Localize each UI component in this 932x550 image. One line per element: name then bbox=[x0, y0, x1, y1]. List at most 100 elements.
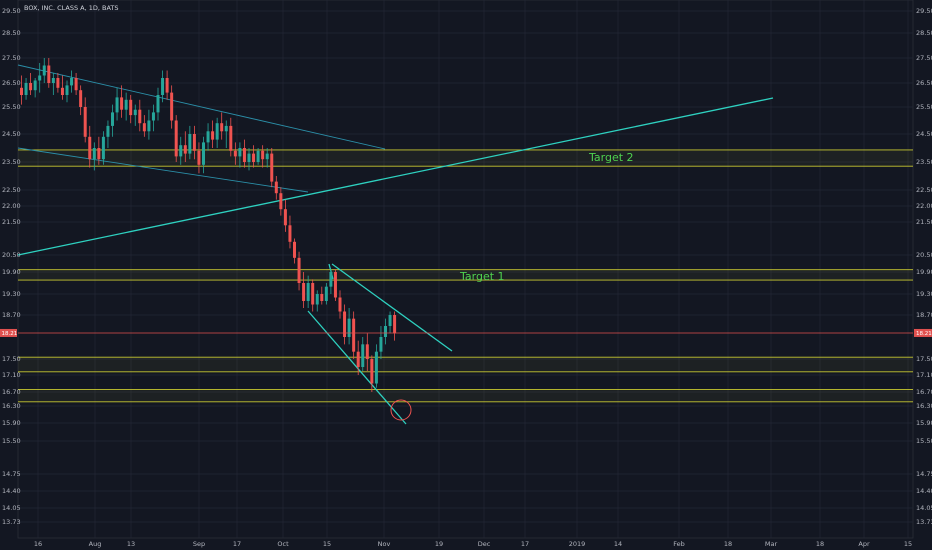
y-tick-label: 28.50 bbox=[2, 29, 21, 37]
candle bbox=[33, 78, 37, 98]
candle-body bbox=[120, 97, 124, 110]
y-tick-label: 19.30 bbox=[2, 290, 21, 298]
candle-body bbox=[274, 181, 278, 194]
x-tick-label: Sep bbox=[193, 540, 205, 548]
target-labels: Target 1 Target 2 bbox=[459, 151, 634, 283]
candle bbox=[38, 63, 42, 93]
candle-body bbox=[320, 294, 324, 301]
candle-body bbox=[211, 131, 215, 140]
zone-fill bbox=[18, 269, 913, 281]
candle bbox=[220, 112, 224, 140]
candle bbox=[142, 115, 146, 137]
candle-body bbox=[365, 344, 369, 359]
candle bbox=[188, 125, 192, 160]
candle-body bbox=[97, 148, 101, 160]
wedge-lower-line bbox=[307, 310, 407, 425]
candle bbox=[202, 136, 205, 174]
candle-body bbox=[65, 85, 69, 95]
y-tick-label: 27.50 bbox=[916, 54, 932, 62]
candle bbox=[233, 142, 237, 165]
candle-body bbox=[192, 134, 196, 151]
y-tick-label: 14.40 bbox=[2, 487, 21, 495]
y-tick-label: 19.90 bbox=[916, 268, 932, 276]
candle-body bbox=[252, 153, 256, 162]
channel-lower-line bbox=[17, 147, 309, 193]
y-tick-label: 14.05 bbox=[916, 504, 932, 512]
candle-body bbox=[242, 148, 246, 162]
y-axis-left: 29.50 28.50 27.50 26.50 25.50 24.50 23.50 22.50… bbox=[2, 7, 21, 526]
candle-body bbox=[38, 75, 42, 81]
candle bbox=[20, 75, 23, 105]
y-tick-label: 23.50 bbox=[2, 158, 21, 166]
x-tick-label: 16 bbox=[34, 540, 42, 548]
target-label: Target 1 bbox=[459, 270, 505, 283]
candle bbox=[138, 99, 142, 132]
candle-body bbox=[224, 125, 228, 132]
candle-body bbox=[233, 150, 237, 157]
long-uptrend-line bbox=[17, 97, 774, 256]
candle bbox=[120, 85, 124, 118]
candle-body bbox=[247, 153, 251, 162]
candle bbox=[242, 139, 246, 168]
candle bbox=[384, 318, 387, 345]
candle-body bbox=[188, 134, 192, 154]
candle-body bbox=[197, 150, 201, 165]
x-tick-label: 14 bbox=[614, 540, 622, 548]
target-circle bbox=[390, 399, 412, 421]
y-tick-label: 18.70 bbox=[2, 311, 21, 319]
support-resistance-zones bbox=[18, 149, 913, 403]
candle bbox=[165, 70, 169, 100]
candle bbox=[238, 142, 242, 168]
candle-body bbox=[179, 145, 183, 157]
candle bbox=[370, 355, 374, 392]
channel-upper-line bbox=[17, 64, 386, 150]
candle-body bbox=[202, 142, 205, 165]
price-badge-right-text: 18.21 bbox=[916, 331, 932, 337]
candle-body bbox=[124, 99, 128, 110]
candle bbox=[274, 176, 278, 200]
candle-body bbox=[270, 153, 274, 182]
candle bbox=[261, 145, 265, 168]
y-tick-label: 17.50 bbox=[2, 355, 21, 363]
candle bbox=[343, 304, 347, 345]
candle bbox=[206, 123, 210, 151]
trendlines[interactable] bbox=[17, 64, 774, 425]
candle-body bbox=[288, 225, 292, 242]
candle bbox=[56, 73, 60, 93]
plot-border bbox=[17, 0, 914, 539]
candle bbox=[88, 125, 92, 168]
candle bbox=[315, 290, 319, 312]
candle bbox=[283, 199, 287, 232]
candle bbox=[74, 73, 78, 95]
zone-fill bbox=[18, 389, 913, 402]
y-tick-label: 16.30 bbox=[916, 402, 932, 410]
candle-body bbox=[229, 125, 233, 151]
candle-body bbox=[379, 337, 383, 352]
candle-body bbox=[161, 78, 165, 95]
candle bbox=[183, 131, 187, 162]
candle-body bbox=[79, 90, 83, 107]
candle-body bbox=[129, 99, 133, 116]
candle bbox=[361, 337, 365, 371]
y-tick-label: 13.73 bbox=[2, 518, 21, 526]
candle-body bbox=[24, 83, 28, 95]
x-tick-label: Aug bbox=[89, 540, 102, 548]
y-tick-label: 17.10 bbox=[916, 371, 932, 379]
candle-body bbox=[311, 283, 315, 305]
candle-body bbox=[333, 272, 337, 298]
candle bbox=[347, 308, 351, 345]
candle bbox=[197, 142, 201, 174]
x-tick-label: 18 bbox=[724, 540, 732, 548]
candle-body bbox=[88, 136, 92, 160]
candle bbox=[29, 73, 33, 95]
candle-body bbox=[238, 148, 242, 157]
y-tick-label: 15.90 bbox=[916, 419, 932, 427]
x-tick-label: Feb bbox=[673, 540, 685, 548]
candle-body bbox=[283, 209, 287, 226]
y-tick-label: 21.50 bbox=[2, 218, 21, 226]
candle-body bbox=[20, 87, 23, 95]
candle-body bbox=[279, 193, 283, 210]
candle-body bbox=[388, 315, 392, 326]
